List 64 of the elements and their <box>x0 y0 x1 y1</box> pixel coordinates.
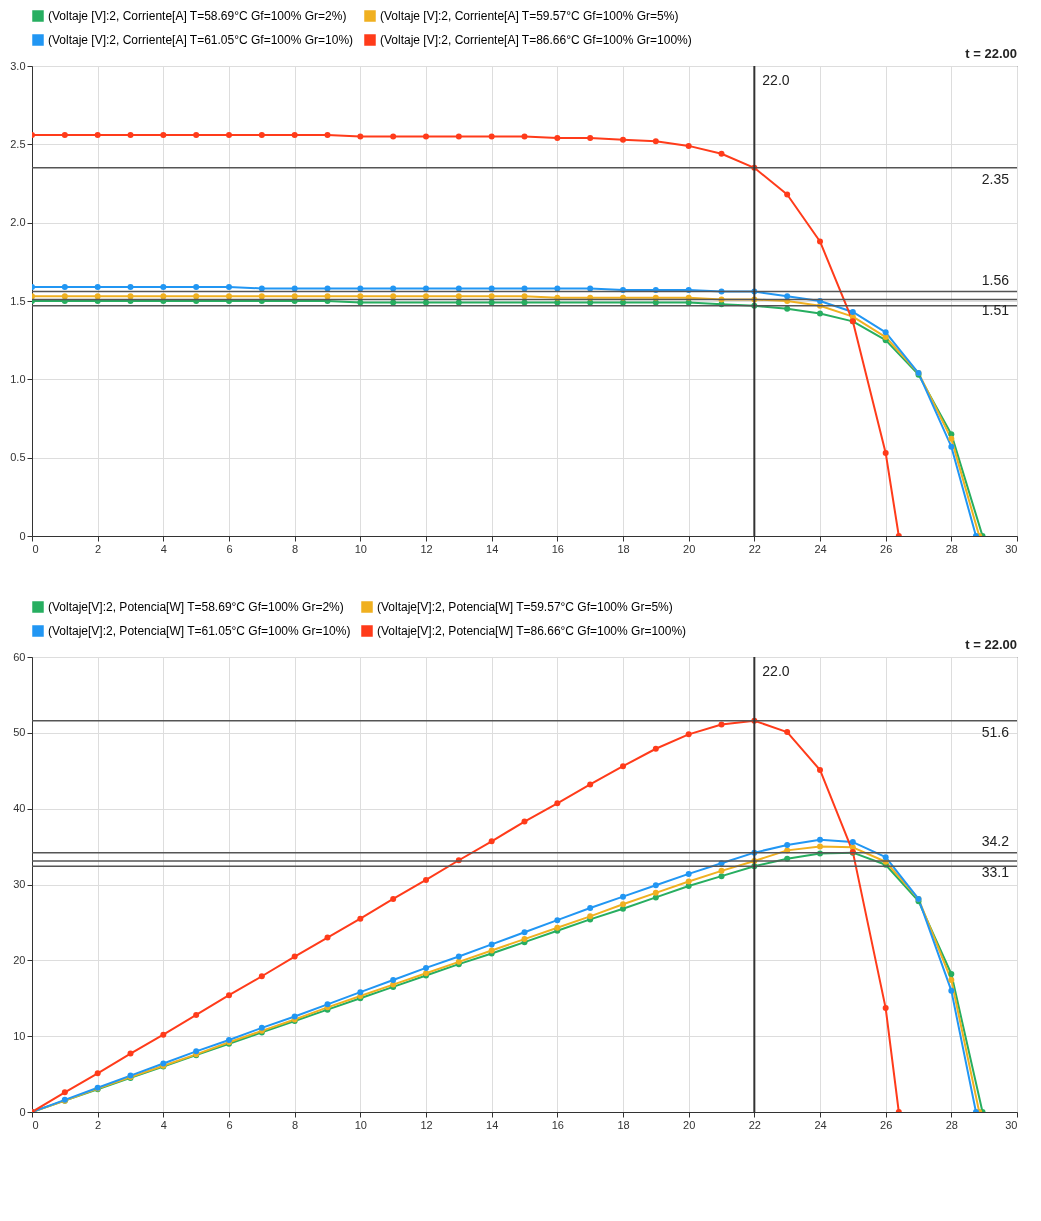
x-tick-label: 6 <box>226 542 233 555</box>
y-tick-label: 50 <box>13 726 26 739</box>
x-tick-label: 26 <box>880 1118 893 1131</box>
y-tick-label: 1.0 <box>10 372 26 385</box>
y-tick-label: 1.5 <box>10 294 26 307</box>
y-tick-label: 20 <box>13 953 26 966</box>
ref-line-label: 34.2 <box>981 832 1010 849</box>
x-tick-label: 0 <box>32 542 39 555</box>
x-tick-label: 8 <box>292 542 299 555</box>
legend-label: (Voltaje [V]:2, Corriente[A] T=86.66°C Gf=100% Gr=100%) <box>380 33 692 47</box>
x-tick-label: 4 <box>160 1118 167 1131</box>
x-tick-label: 16 <box>551 1118 564 1131</box>
x-tick-label: 24 <box>814 1118 827 1131</box>
x-tick-label: 12 <box>420 1118 433 1131</box>
x-tick-label: 22 <box>748 542 761 555</box>
legend-label: (Voltaje[V]:2, Potencia[W] T=86.66°C Gf=100% Gr=100%) <box>377 624 687 638</box>
ref-line-label: 1.51 <box>981 302 1010 319</box>
x-tick-label: 2 <box>95 542 102 555</box>
x-tick-label: 4 <box>160 542 167 555</box>
legend-label: (Voltaje [V]:2, Corriente[A] T=61.05°C Gf=100% Gr=10%) <box>48 33 354 47</box>
x-tick-label: 24 <box>814 542 827 555</box>
y-tick-label: 3.0 <box>10 59 26 72</box>
y-tick-label: 10 <box>13 1029 26 1042</box>
ref-line-label: 22.0 <box>762 72 790 88</box>
x-tick-label: 20 <box>683 1118 696 1131</box>
x-tick-label: 16 <box>551 542 564 555</box>
y-tick-label: 60 <box>13 650 26 663</box>
legend-label: (Voltaje[V]:2, Potencia[W] T=59.57°C Gf=100% Gr=5%) <box>377 600 673 614</box>
x-tick-label: 6 <box>226 1118 233 1131</box>
ref-line-label: 51.6 <box>981 723 1010 740</box>
y-tick-label: 2.5 <box>10 137 26 150</box>
x-tick-label: 28 <box>945 1118 958 1131</box>
legend-label: (Voltaje[V]:2, Potencia[W] T=61.05°C Gf=100% Gr=10%) <box>48 624 351 638</box>
x-tick-label: 2 <box>95 1118 102 1131</box>
ref-line-label: 2.35 <box>981 170 1010 187</box>
x-tick-label: 20 <box>683 542 696 555</box>
ref-line-label: 1.56 <box>981 271 1010 288</box>
y-tick-label: 0 <box>19 529 26 542</box>
text: t = 22.00 <box>965 637 1017 652</box>
x-tick-label: 18 <box>617 542 630 555</box>
x-tick-label: 28 <box>945 542 958 555</box>
x-tick-label: 10 <box>354 1118 367 1131</box>
y-tick-label: 40 <box>13 802 26 815</box>
x-tick-label: 18 <box>617 1118 630 1131</box>
text: t = 22.00 <box>965 46 1017 61</box>
legend-label: (Voltaje [V]:2, Corriente[A] T=59.57°C Gf=100% Gr=5%) <box>380 9 679 23</box>
x-tick-label: 30 <box>1005 1118 1018 1131</box>
x-tick-label: 14 <box>486 542 499 555</box>
x-tick-label: 10 <box>354 542 367 555</box>
legend-label: (Voltaje[V]:2, Potencia[W] T=58.69°C Gf=100% Gr=2%) <box>48 600 344 614</box>
y-tick-label: 30 <box>13 878 26 890</box>
legend-label: (Voltaje [V]:2, Corriente[A] T=58.69°C Gf=100% Gr=2%) <box>48 9 347 23</box>
x-tick-label: 14 <box>486 1118 499 1131</box>
x-tick-label: 8 <box>292 1118 299 1131</box>
x-tick-label: 22 <box>748 1118 761 1131</box>
ref-line-label: 33.1 <box>981 863 1010 880</box>
x-tick-label: 26 <box>880 542 893 555</box>
y-tick-label: 0 <box>19 1105 26 1118</box>
x-tick-label: 12 <box>420 542 433 555</box>
y-tick-label: 0.5 <box>10 451 26 464</box>
x-tick-label: 0 <box>32 1118 39 1131</box>
ref-line-label: 22.0 <box>762 663 790 679</box>
y-tick-label: 2.0 <box>10 216 26 229</box>
x-tick-label: 30 <box>1005 542 1018 555</box>
